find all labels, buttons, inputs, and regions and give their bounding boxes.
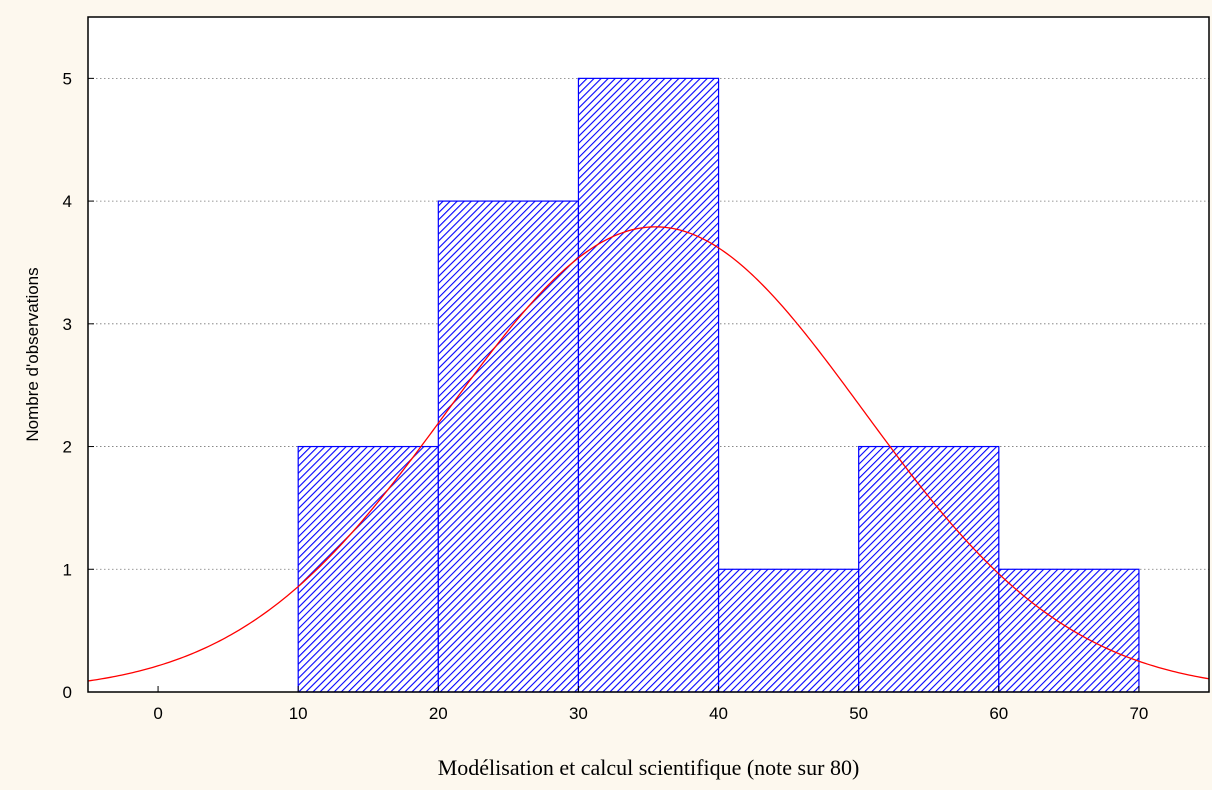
normal-curve — [87, 226, 1210, 682]
x-tick-label: 40 — [709, 704, 728, 723]
x-tick-label: 70 — [1129, 704, 1148, 723]
y-tick-label: 2 — [63, 438, 72, 457]
histogram-bar — [297, 445, 439, 693]
histogram-bar — [858, 445, 1000, 693]
y-tick-label: 0 — [63, 683, 72, 702]
x-tick-label: 0 — [153, 704, 162, 723]
histogram-bar — [717, 568, 860, 693]
plot-frame — [87, 16, 1210, 693]
y-tick-label: 1 — [63, 560, 72, 579]
x-tick-label: 30 — [569, 704, 588, 723]
y-tick-label: 4 — [63, 192, 72, 211]
bars — [297, 77, 1140, 693]
y-axis-title: Nombre d'observations — [23, 267, 42, 441]
y-tick-label: 5 — [63, 69, 72, 88]
histogram-bar — [577, 77, 720, 693]
y-axis-ticks: 0 1 2 3 4 5 — [63, 69, 94, 702]
histogram-bar — [437, 200, 580, 693]
x-tick-label: 50 — [849, 704, 868, 723]
histogram-bar — [998, 568, 1140, 693]
x-axis-title: Modélisation et calcul scientifique (not… — [438, 755, 860, 780]
x-tick-label: 20 — [429, 704, 448, 723]
y-tick-label: 3 — [63, 315, 72, 334]
x-axis-ticks: 0 10 20 30 40 50 60 70 — [153, 686, 1148, 723]
x-tick-label: 60 — [989, 704, 1008, 723]
x-tick-label: 10 — [289, 704, 308, 723]
